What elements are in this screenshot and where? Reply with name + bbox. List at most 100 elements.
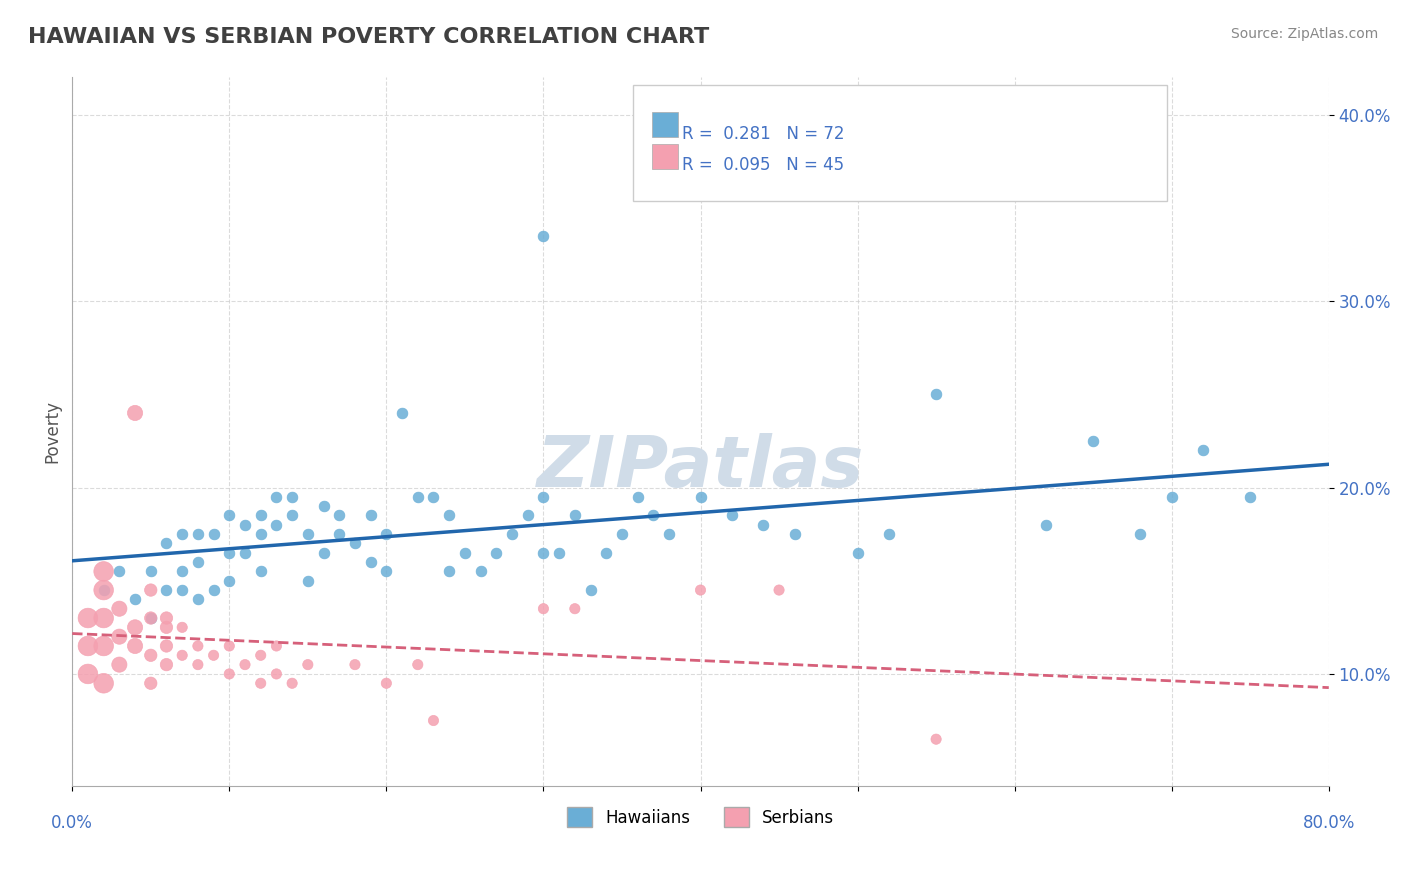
Point <box>139 583 162 598</box>
Point <box>281 676 304 690</box>
Point <box>391 406 413 420</box>
Point <box>297 574 319 588</box>
Point <box>93 611 115 625</box>
Point <box>281 508 304 523</box>
Point <box>218 667 240 681</box>
Point <box>155 583 177 598</box>
Point <box>172 527 194 541</box>
Point <box>470 565 492 579</box>
Point <box>485 546 508 560</box>
Text: 80.0%: 80.0% <box>1302 814 1355 831</box>
Point <box>249 527 271 541</box>
Point <box>233 517 256 532</box>
Point <box>689 490 711 504</box>
Point <box>172 620 194 634</box>
Point <box>233 546 256 560</box>
Point <box>172 583 194 598</box>
Point <box>266 639 288 653</box>
Point <box>548 546 571 560</box>
Point <box>266 667 288 681</box>
Point <box>93 676 115 690</box>
Point <box>312 546 335 560</box>
Point <box>297 527 319 541</box>
Point <box>579 583 602 598</box>
Point <box>249 676 271 690</box>
Point <box>925 387 948 401</box>
Point <box>454 546 477 560</box>
Point <box>124 406 146 420</box>
Text: R =  0.281   N = 72: R = 0.281 N = 72 <box>682 125 845 143</box>
Point <box>533 546 555 560</box>
Point <box>375 565 398 579</box>
Point <box>328 508 350 523</box>
Point <box>187 592 209 607</box>
Point <box>343 536 366 550</box>
Point <box>783 527 806 541</box>
Point <box>139 611 162 625</box>
Point <box>172 648 194 663</box>
Point <box>266 490 288 504</box>
Point <box>155 657 177 672</box>
Point <box>139 648 162 663</box>
Point <box>124 620 146 634</box>
Point <box>533 228 555 243</box>
Point <box>187 657 209 672</box>
Point <box>564 508 586 523</box>
Point <box>328 527 350 541</box>
Point <box>187 555 209 569</box>
Point <box>155 611 177 625</box>
Point <box>595 546 617 560</box>
Point <box>281 490 304 504</box>
Point <box>375 527 398 541</box>
Point <box>93 565 115 579</box>
Point <box>108 565 131 579</box>
Point <box>501 527 523 541</box>
Legend: Hawaiians, Serbians: Hawaiians, Serbians <box>560 800 841 834</box>
Point <box>249 508 271 523</box>
Point <box>218 508 240 523</box>
Point <box>312 499 335 513</box>
Point <box>360 555 382 569</box>
Point <box>155 536 177 550</box>
Point <box>77 611 100 625</box>
Point <box>77 639 100 653</box>
Point <box>437 565 460 579</box>
Point <box>155 620 177 634</box>
Point <box>77 667 100 681</box>
Point <box>202 583 225 598</box>
Point <box>516 508 538 523</box>
Point <box>266 517 288 532</box>
Point <box>1160 490 1182 504</box>
Point <box>172 565 194 579</box>
Point <box>564 601 586 615</box>
Point <box>768 583 790 598</box>
Point <box>343 657 366 672</box>
Text: R =  0.095   N = 45: R = 0.095 N = 45 <box>682 156 844 174</box>
Point <box>139 676 162 690</box>
Point <box>297 657 319 672</box>
Point <box>437 508 460 523</box>
Point <box>202 648 225 663</box>
Point <box>422 714 444 728</box>
Point <box>406 657 429 672</box>
Point <box>422 490 444 504</box>
Text: 0.0%: 0.0% <box>51 814 93 831</box>
Point <box>108 601 131 615</box>
Point <box>108 630 131 644</box>
Point <box>139 565 162 579</box>
Point <box>1239 490 1261 504</box>
Point <box>218 574 240 588</box>
Point <box>643 508 665 523</box>
Point <box>610 527 633 541</box>
Point <box>249 648 271 663</box>
Text: HAWAIIAN VS SERBIAN POVERTY CORRELATION CHART: HAWAIIAN VS SERBIAN POVERTY CORRELATION … <box>28 27 710 46</box>
Point <box>752 517 775 532</box>
Point <box>1083 434 1105 448</box>
Point <box>627 490 650 504</box>
Point <box>93 583 115 598</box>
Point <box>187 527 209 541</box>
Point <box>249 565 271 579</box>
Text: Source: ZipAtlas.com: Source: ZipAtlas.com <box>1230 27 1378 41</box>
Point <box>1129 527 1152 541</box>
Point <box>218 639 240 653</box>
